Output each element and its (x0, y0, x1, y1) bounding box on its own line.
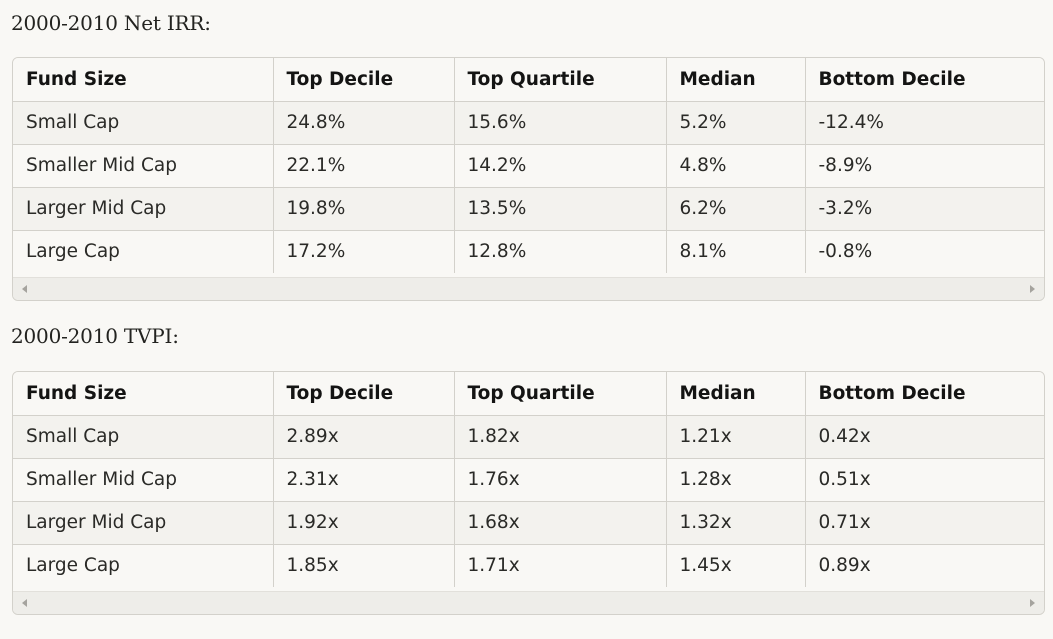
table-cell: 1.68x (454, 501, 667, 545)
table-cell: -8.9% (805, 144, 1044, 188)
table-row: Smaller Mid Cap 22.1% 14.2% 4.8% -8.9% (13, 144, 1044, 188)
table-cell: Smaller Mid Cap (13, 144, 274, 188)
table-cell: 4.8% (666, 144, 806, 188)
table-row: Large Cap 1.85x 1.71x 1.45x 0.89x (13, 544, 1044, 587)
table-row: Large Cap 17.2% 12.8% 8.1% -0.8% (13, 230, 1044, 273)
table-cell: 2.31x (273, 458, 455, 502)
column-header-top-decile: Top Decile (273, 372, 455, 416)
table-cell: 1.85x (273, 544, 455, 587)
chevron-right-icon[interactable] (1030, 285, 1035, 293)
table-cell: 24.8% (273, 101, 455, 145)
table-cell: -12.4% (805, 101, 1044, 145)
table-cell: 22.1% (273, 144, 455, 188)
table-cell: -0.8% (805, 230, 1044, 273)
table-cell: 15.6% (454, 101, 667, 145)
table-cell: 1.21x (666, 415, 806, 459)
table-cell: 0.42x (805, 415, 1044, 459)
column-header-top-quartile: Top Quartile (454, 372, 667, 416)
horizontal-scrollbar[interactable] (13, 277, 1044, 300)
table-cell: Small Cap (13, 415, 274, 459)
horizontal-scrollbar[interactable] (13, 591, 1044, 614)
table-cell: Smaller Mid Cap (13, 458, 274, 502)
table-cell: 1.32x (666, 501, 806, 545)
table-row: Smaller Mid Cap 2.31x 1.76x 1.28x 0.51x (13, 458, 1044, 502)
chevron-left-icon[interactable] (22, 285, 27, 293)
table-cell: 14.2% (454, 144, 667, 188)
table-cell: Larger Mid Cap (13, 501, 274, 545)
table-cell: 1.92x (273, 501, 455, 545)
table-cell: 8.1% (666, 230, 806, 273)
table-header-row: Fund Size Top Decile Top Quartile Median… (13, 58, 1044, 102)
table-cell: 13.5% (454, 187, 667, 231)
column-header-median: Median (666, 58, 806, 102)
irr-table: Fund Size Top Decile Top Quartile Median… (13, 58, 1044, 273)
tvpi-table-container: Fund Size Top Decile Top Quartile Median… (12, 371, 1045, 615)
tvpi-section-title: 2000-2010 TVPI: (11, 324, 179, 348)
chevron-right-icon[interactable] (1030, 599, 1035, 607)
irr-table-container: Fund Size Top Decile Top Quartile Median… (12, 57, 1045, 301)
column-header-median: Median (666, 372, 806, 416)
column-header-top-quartile: Top Quartile (454, 58, 667, 102)
irr-section-title: 2000-2010 Net IRR: (11, 11, 211, 35)
table-cell: Large Cap (13, 544, 274, 587)
table-cell: 5.2% (666, 101, 806, 145)
chevron-left-icon[interactable] (22, 599, 27, 607)
table-cell: 1.71x (454, 544, 667, 587)
table-cell: 1.28x (666, 458, 806, 502)
table-row: Small Cap 2.89x 1.82x 1.21x 0.42x (13, 415, 1044, 459)
table-cell: 1.76x (454, 458, 667, 502)
table-cell: 12.8% (454, 230, 667, 273)
table-cell: 6.2% (666, 187, 806, 231)
column-header-fund-size: Fund Size (13, 372, 274, 416)
tvpi-table: Fund Size Top Decile Top Quartile Median… (13, 372, 1044, 587)
table-cell: Large Cap (13, 230, 274, 273)
table-cell: -3.2% (805, 187, 1044, 231)
table-cell: 0.89x (805, 544, 1044, 587)
table-cell: Larger Mid Cap (13, 187, 274, 231)
table-cell: 0.71x (805, 501, 1044, 545)
table-cell: 1.45x (666, 544, 806, 587)
column-header-bottom-decile: Bottom Decile (805, 58, 1044, 102)
table-row: Larger Mid Cap 1.92x 1.68x 1.32x 0.71x (13, 501, 1044, 545)
table-row: Small Cap 24.8% 15.6% 5.2% -12.4% (13, 101, 1044, 145)
table-header-row: Fund Size Top Decile Top Quartile Median… (13, 372, 1044, 416)
column-header-bottom-decile: Bottom Decile (805, 372, 1044, 416)
column-header-top-decile: Top Decile (273, 58, 455, 102)
table-cell: 2.89x (273, 415, 455, 459)
table-cell: 17.2% (273, 230, 455, 273)
table-cell: 1.82x (454, 415, 667, 459)
table-row: Larger Mid Cap 19.8% 13.5% 6.2% -3.2% (13, 187, 1044, 231)
table-cell: 19.8% (273, 187, 455, 231)
table-cell: 0.51x (805, 458, 1044, 502)
table-cell: Small Cap (13, 101, 274, 145)
column-header-fund-size: Fund Size (13, 58, 274, 102)
